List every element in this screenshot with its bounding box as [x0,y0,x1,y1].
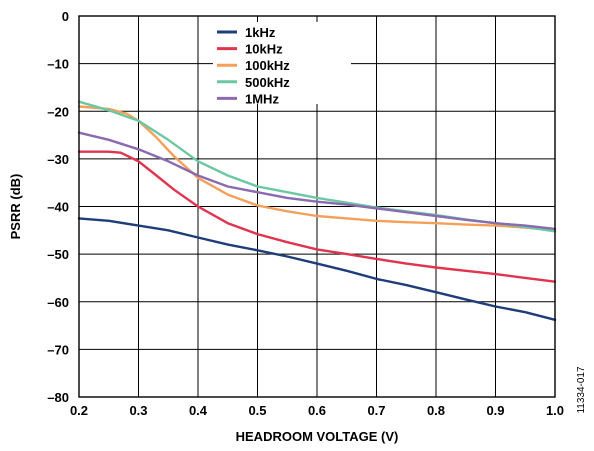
y-tick-label: –70 [47,342,69,357]
figure-id: 11334-017 [576,366,587,414]
y-tick-label: –10 [47,57,69,72]
plot-frame [78,15,556,398]
x-tick-label: 0.5 [248,403,266,418]
legend-label-100kHz: 100kHz [245,58,290,73]
y-tick-label: 0 [62,9,69,24]
x-tick-label: 0.8 [427,403,445,418]
y-tick-label: –30 [47,152,69,167]
x-tick-label: 0.3 [129,403,147,418]
legend-background [213,22,351,104]
x-axis-title: HEADROOM VOLTAGE (V) [236,429,399,444]
legend-label-10kHz: 10kHz [245,42,283,57]
legend-label-1kHz: 1kHz [245,25,276,40]
y-tick-label: –80 [47,390,69,405]
y-axis-ticks: 0 –10 –20 –30 –40 –50 –60 –70 –80 [47,9,69,405]
x-tick-label: 0.2 [70,403,88,418]
y-tick-label: –40 [47,200,69,215]
x-tick-label: 0.9 [486,403,504,418]
y-axis-title: PSRR (dB) [8,174,23,240]
x-axis-ticks: 0.2 0.3 0.4 0.5 0.6 0.7 0.8 0.9 1.0 [70,403,564,418]
x-tick-label: 0.7 [367,403,385,418]
series-line-1MHz [77,131,557,231]
y-tick-label: –60 [47,295,69,310]
x-tick-label: 1.0 [546,403,564,418]
x-tick-label: 0.6 [308,403,326,418]
series-lines [77,100,557,321]
y-tick-label: –20 [47,104,69,119]
legend-label-1MHz: 1MHz [245,91,279,106]
y-tick-label: –50 [47,247,69,262]
x-tick-label: 0.4 [189,403,208,418]
series-line-10kHz [77,150,557,283]
series-line-1kHz [77,217,557,321]
legend-label-500kHz: 500kHz [245,75,290,90]
